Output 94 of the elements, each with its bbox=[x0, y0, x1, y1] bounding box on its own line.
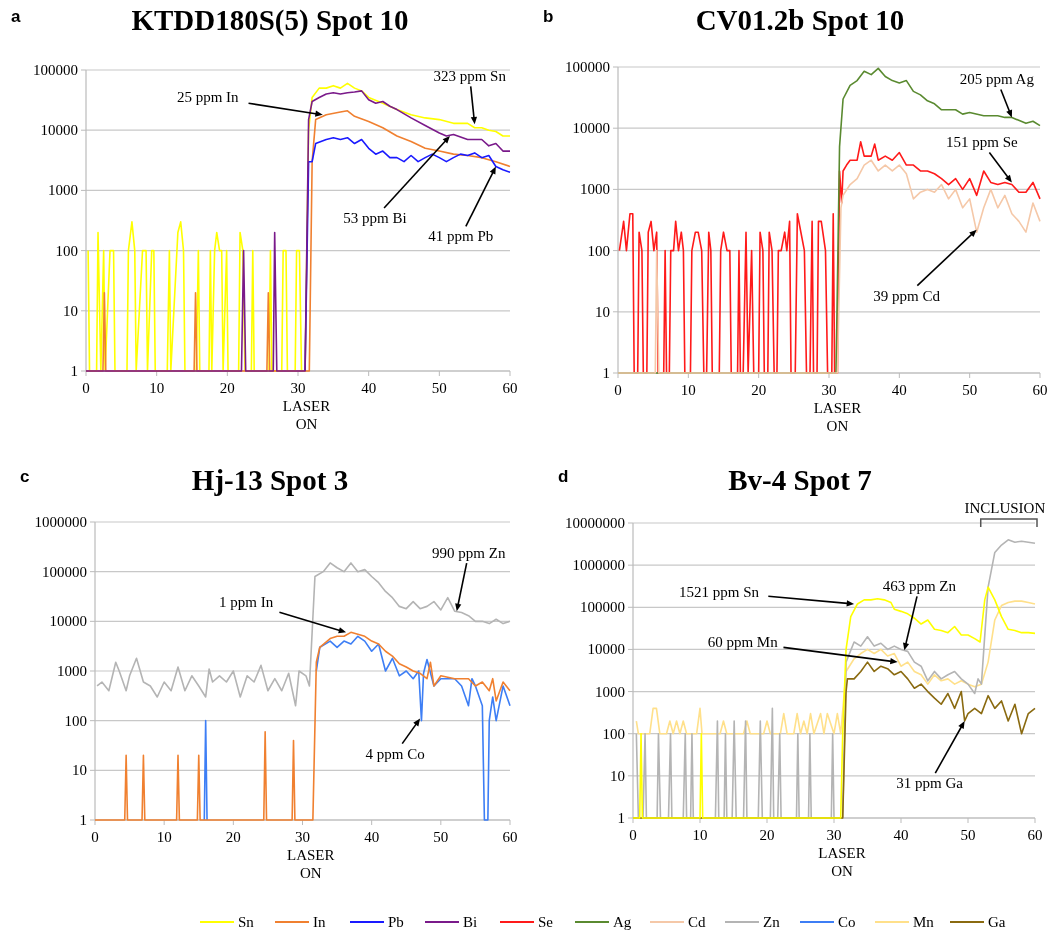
x-tick-label: 60 bbox=[502, 829, 518, 845]
y-tick-label: 10000 bbox=[40, 122, 78, 139]
x-tick-label: 50 bbox=[433, 829, 449, 845]
x-tick-label: 50 bbox=[960, 827, 976, 843]
y-tick-label: 100000 bbox=[580, 599, 625, 616]
text: a bbox=[11, 7, 21, 26]
y-tick-label: 1000000 bbox=[572, 557, 625, 574]
y-tick-label: 1000 bbox=[48, 182, 78, 199]
legend-label: Bi bbox=[463, 914, 478, 930]
y-tick-label: 100 bbox=[587, 242, 610, 259]
annotation: 25 ppm In bbox=[176, 88, 240, 105]
x-tick-label: 30 bbox=[826, 827, 842, 843]
chart-title: Bv-4 Spot 7 bbox=[728, 464, 872, 496]
annotation: 205 ppm Ag bbox=[959, 71, 1035, 88]
annotation: 463 ppm Zn bbox=[882, 578, 957, 595]
y-tick-label: 100 bbox=[55, 242, 78, 259]
x-tick-label: 30 bbox=[290, 380, 306, 396]
x-tick-label: 50 bbox=[962, 382, 978, 398]
x-tick-label: 20 bbox=[751, 382, 767, 398]
x-tick-label: 0 bbox=[91, 829, 99, 845]
y-tick-label: 1 bbox=[617, 810, 625, 826]
annotation: 60 ppm Mn bbox=[707, 634, 779, 651]
x-tick-label: 0 bbox=[82, 380, 90, 396]
legend-label: Co bbox=[838, 914, 856, 930]
x-tick-label: 10 bbox=[156, 829, 172, 845]
x-tick-label: 10 bbox=[692, 827, 708, 843]
x-tick-label: 60 bbox=[1032, 382, 1048, 398]
text: b bbox=[543, 7, 554, 26]
x-tick-label: 60 bbox=[502, 380, 518, 396]
legend-label: Ga bbox=[988, 914, 1006, 930]
legend-label: In bbox=[313, 914, 326, 930]
y-tick-label: 10 bbox=[63, 302, 78, 319]
annotation: 990 ppm Zn bbox=[432, 545, 506, 562]
x-tick-label: 0 bbox=[629, 827, 637, 843]
annotation: 41 ppm Pb bbox=[428, 228, 494, 245]
legend-label: Cd bbox=[688, 914, 706, 930]
legend-label: Pb bbox=[388, 914, 404, 930]
x-tick-label: 20 bbox=[225, 829, 241, 845]
y-tick-label: 1000 bbox=[57, 663, 87, 679]
annotation: 151 ppm Se bbox=[946, 134, 1019, 151]
x-tick-label: 40 bbox=[364, 829, 380, 845]
text: LASER ON bbox=[818, 845, 866, 879]
y-tick-label: 1 bbox=[79, 812, 87, 828]
y-tick-label: 1000 bbox=[580, 181, 610, 198]
y-tick-label: 100 bbox=[602, 725, 625, 742]
text: LASER ON bbox=[813, 400, 862, 434]
y-tick-label: 100 bbox=[64, 712, 87, 729]
x-tick-label: 30 bbox=[295, 829, 310, 845]
x-tick-label: 20 bbox=[759, 827, 775, 843]
y-tick-label: 1000 bbox=[595, 683, 625, 700]
y-tick-label: 10 bbox=[610, 767, 625, 784]
annotation: 53 ppm Bi bbox=[343, 210, 407, 227]
annotation: 4 ppm Co bbox=[365, 745, 425, 762]
annotation: 31 ppm Ga bbox=[896, 775, 964, 792]
legend-label: Ag bbox=[613, 914, 632, 930]
text: LASER ON bbox=[287, 847, 335, 881]
x-tick-label: 30 bbox=[821, 382, 837, 398]
x-tick-label: 0 bbox=[614, 382, 622, 398]
y-tick-label: 1000000 bbox=[34, 514, 87, 530]
y-tick-label: 10000 bbox=[587, 641, 625, 658]
legend-label: Mn bbox=[913, 914, 935, 930]
y-tick-label: 100000 bbox=[42, 563, 87, 580]
y-tick-label: 100000 bbox=[33, 62, 78, 78]
x-tick-label: 40 bbox=[891, 382, 907, 398]
legend-label: Se bbox=[538, 914, 554, 930]
chart-title: Hj-13 Spot 3 bbox=[191, 464, 349, 496]
annotation: 1521 ppm Sn bbox=[679, 583, 760, 600]
annotation: 39 ppm Cd bbox=[873, 287, 941, 304]
y-tick-label: 10 bbox=[72, 762, 87, 779]
x-tick-label: 20 bbox=[219, 380, 235, 396]
x-tick-label: 10 bbox=[680, 382, 696, 398]
x-tick-label: 40 bbox=[361, 380, 377, 396]
y-tick-label: 1 bbox=[602, 365, 610, 381]
legend-label: Sn bbox=[238, 914, 255, 930]
y-tick-label: 10 bbox=[595, 303, 610, 320]
annotation: 1 ppm In bbox=[218, 594, 274, 611]
line-series bbox=[635, 600, 1036, 735]
x-tick-label: 40 bbox=[893, 827, 909, 843]
text: LASER ON bbox=[282, 398, 331, 432]
x-tick-label: 60 bbox=[1027, 827, 1043, 843]
y-tick-label: 100000 bbox=[565, 59, 610, 75]
text: INCLUSION bbox=[964, 500, 1046, 516]
y-tick-label: 10000000 bbox=[565, 515, 625, 531]
x-tick-label: 50 bbox=[431, 380, 447, 396]
legend-label: Zn bbox=[763, 914, 781, 930]
chart-title: KTDD180S(5) Spot 10 bbox=[131, 4, 409, 37]
text: d bbox=[558, 467, 569, 486]
y-tick-label: 1 bbox=[70, 363, 78, 379]
x-tick-label: 10 bbox=[149, 380, 165, 396]
y-tick-label: 10000 bbox=[49, 613, 87, 630]
text: c bbox=[20, 467, 30, 486]
annotation: 323 ppm Sn bbox=[433, 68, 507, 85]
y-tick-label: 10000 bbox=[572, 120, 610, 137]
chart-title: CV01.2b Spot 10 bbox=[695, 4, 905, 36]
